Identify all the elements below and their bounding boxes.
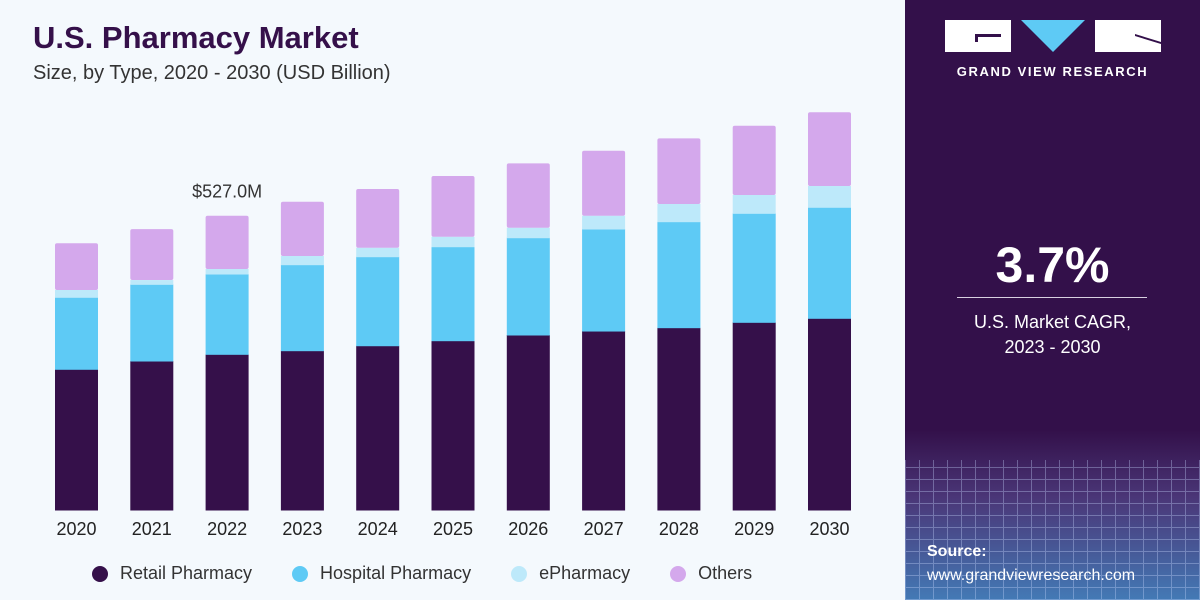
- cagr-value: 3.7%: [995, 237, 1110, 293]
- bar-hospital-pharmacy-2023: [280, 264, 324, 352]
- legend-label: Others: [698, 563, 753, 583]
- bar-hospital-pharmacy-2028: [657, 221, 701, 329]
- bar-hospital-pharmacy-2025: [431, 246, 475, 342]
- bar-epharmacy-2026: [506, 227, 550, 239]
- x-tick-label: 2027: [584, 519, 624, 539]
- bar-retail-pharmacy-2028: [657, 327, 701, 511]
- bar-retail-pharmacy-2030: [808, 318, 851, 511]
- bar-hospital-pharmacy-2026: [506, 237, 550, 336]
- legend-item: ePharmacy: [511, 563, 630, 584]
- bar-hospital-pharmacy-2024: [356, 256, 400, 347]
- bar-retail-pharmacy-2029: [732, 322, 776, 511]
- bar-others-2024: [356, 189, 400, 248]
- x-tick-label: 2026: [508, 519, 548, 539]
- legend: Retail Pharmacy Hospital Pharmacy ePharmac…: [92, 563, 792, 584]
- x-tick-label: 2020: [56, 519, 96, 539]
- bar-retail-pharmacy-2022: [205, 354, 249, 511]
- bar-retail-pharmacy-2021: [130, 361, 174, 511]
- bar-others-2026: [506, 163, 550, 228]
- divider: [957, 297, 1147, 298]
- legend-item: Retail Pharmacy: [92, 563, 252, 584]
- legend-swatch: [511, 565, 528, 582]
- legend-swatch: [670, 565, 687, 582]
- bar-others-2025: [431, 176, 475, 237]
- bar-retail-pharmacy-2027: [582, 331, 626, 511]
- bar-hospital-pharmacy-2022: [205, 274, 249, 355]
- panel-background-gradient: [905, 430, 1200, 600]
- bar-epharmacy-2030: [808, 186, 851, 208]
- legend-label: ePharmacy: [539, 563, 631, 583]
- bar-hospital-pharmacy-2027: [582, 229, 626, 332]
- x-tick-label: 2022: [207, 519, 247, 539]
- bar-hospital-pharmacy-2029: [732, 213, 776, 323]
- grand-view-research-logo: [945, 20, 1161, 52]
- panel-grid-decoration: [905, 460, 1200, 600]
- bar-retail-pharmacy-2020: [55, 369, 98, 511]
- bar-others-2027: [582, 150, 626, 216]
- bar-others-2028: [657, 138, 701, 204]
- bar-epharmacy-2029: [732, 195, 776, 214]
- x-tick-label: 2025: [433, 519, 473, 539]
- cagr-label-line2: 2023 - 2030: [1004, 337, 1101, 357]
- legend-item: Hospital Pharmacy: [292, 563, 471, 584]
- legend-swatch: [292, 565, 309, 582]
- chart-subtitle: Size, by Type, 2020 - 2030 (USD Billion): [33, 62, 391, 84]
- bar-retail-pharmacy-2023: [280, 350, 324, 511]
- stacked-bar-chart: 2020 2021 2022 $527.0M 2023 2024 2025 2026 2027 2…: [55, 112, 851, 539]
- bar-others-2021: [130, 229, 174, 281]
- bar-others-2029: [732, 125, 776, 196]
- source-label: Source:: [927, 543, 987, 560]
- bar-epharmacy-2025: [431, 236, 475, 248]
- x-tick-label: 2029: [734, 519, 774, 539]
- bar-retail-pharmacy-2025: [431, 340, 475, 511]
- brand-name: GRAND VIEW RESEARCH: [956, 64, 1149, 79]
- x-tick-label: 2023: [282, 519, 322, 539]
- legend-label: Hospital Pharmacy: [320, 563, 472, 583]
- legend-swatch: [92, 565, 108, 582]
- x-tick-label: 2021: [132, 519, 172, 539]
- x-tick-label: 2024: [358, 519, 398, 539]
- bar-retail-pharmacy-2026: [506, 334, 550, 511]
- chart-area: U.S. Pharmacy Market Size, by Type, 2020…: [33, 20, 851, 584]
- chart-title: U.S. Pharmacy Market: [33, 20, 359, 55]
- bar-hospital-pharmacy-2030: [808, 207, 851, 319]
- source-url[interactable]: www.grandviewresearch.com: [927, 567, 1136, 584]
- bar-epharmacy-2023: [280, 255, 324, 266]
- x-tick-label: 2030: [809, 519, 849, 539]
- x-tick-label: 2028: [659, 519, 699, 539]
- bar-epharmacy-2028: [657, 203, 701, 223]
- cagr-label: U.S. Market CAGR, 2023 - 2030: [905, 310, 1200, 360]
- bar-epharmacy-2020: [55, 289, 98, 298]
- bar-others-2030: [808, 112, 851, 187]
- bar-others-2022: [205, 215, 249, 269]
- data-label: $527.0M: [192, 182, 262, 202]
- bar-epharmacy-2027: [582, 215, 626, 230]
- bar-epharmacy-2022: [205, 268, 249, 275]
- bar-others-2020: [55, 243, 98, 290]
- info-panel: GRAND VIEW RESEARCH 3.7% U.S. Market CAG…: [905, 0, 1200, 600]
- bar-hospital-pharmacy-2021: [130, 284, 174, 362]
- legend-label: Retail Pharmacy: [120, 563, 253, 583]
- bar-retail-pharmacy-2024: [356, 345, 400, 511]
- bar-epharmacy-2021: [130, 280, 174, 285]
- cagr-label-line1: U.S. Market CAGR,: [973, 312, 1132, 332]
- legend-item: Others: [670, 563, 752, 584]
- bar-epharmacy-2024: [356, 247, 400, 258]
- bar-others-2023: [280, 201, 324, 256]
- bar-hospital-pharmacy-2020: [55, 297, 98, 370]
